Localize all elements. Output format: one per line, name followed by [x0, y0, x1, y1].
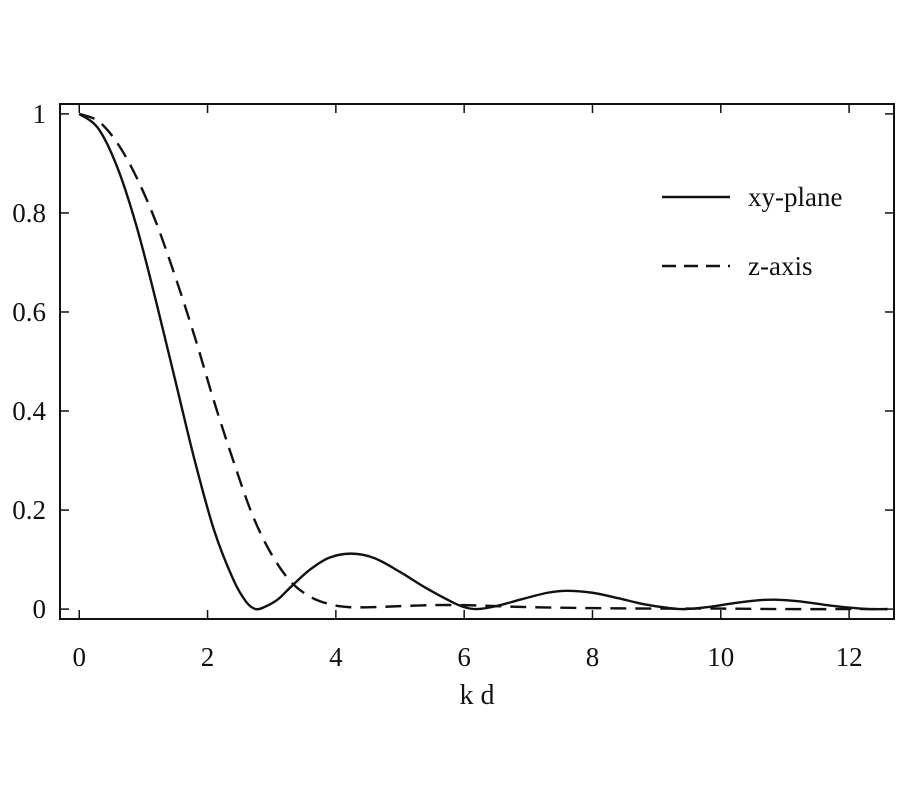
y-tick-label: 0.8 — [12, 198, 46, 228]
y-tick-label: 0.2 — [12, 495, 46, 525]
y-axis-ticks — [60, 113, 894, 610]
x-axis-tick-labels: 0 2 4 6 8 10 12 — [72, 642, 862, 672]
x-tick-label: 8 — [586, 642, 600, 672]
x-axis-ticks — [78, 104, 850, 619]
legend: xy-plane z-axis — [662, 182, 842, 281]
y-tick-label: 1 — [33, 99, 47, 129]
y-tick-label: 0 — [33, 594, 47, 624]
series-line-z-axis — [78, 112, 888, 611]
legend-label-xy-plane: xy-plane — [748, 182, 842, 212]
y-axis-tick-labels: 0 0.2 0.4 0.6 0.8 1 — [12, 99, 46, 624]
series-layer — [78, 112, 888, 611]
x-tick-label: 4 — [329, 642, 343, 672]
plot-frame — [59, 103, 895, 620]
x-tick-label: 2 — [201, 642, 215, 672]
x-tick-label: 0 — [72, 642, 86, 672]
y-tick-label: 0.4 — [12, 396, 46, 426]
x-axis-title: k d — [460, 680, 495, 711]
legend-label-z-axis: z-axis — [748, 251, 812, 281]
x-tick-label: 12 — [836, 642, 863, 672]
x-tick-label: 10 — [707, 642, 734, 672]
series-line-xy-plane — [78, 112, 888, 611]
x-tick-label: 6 — [457, 642, 471, 672]
y-tick-label: 0.6 — [12, 297, 46, 327]
